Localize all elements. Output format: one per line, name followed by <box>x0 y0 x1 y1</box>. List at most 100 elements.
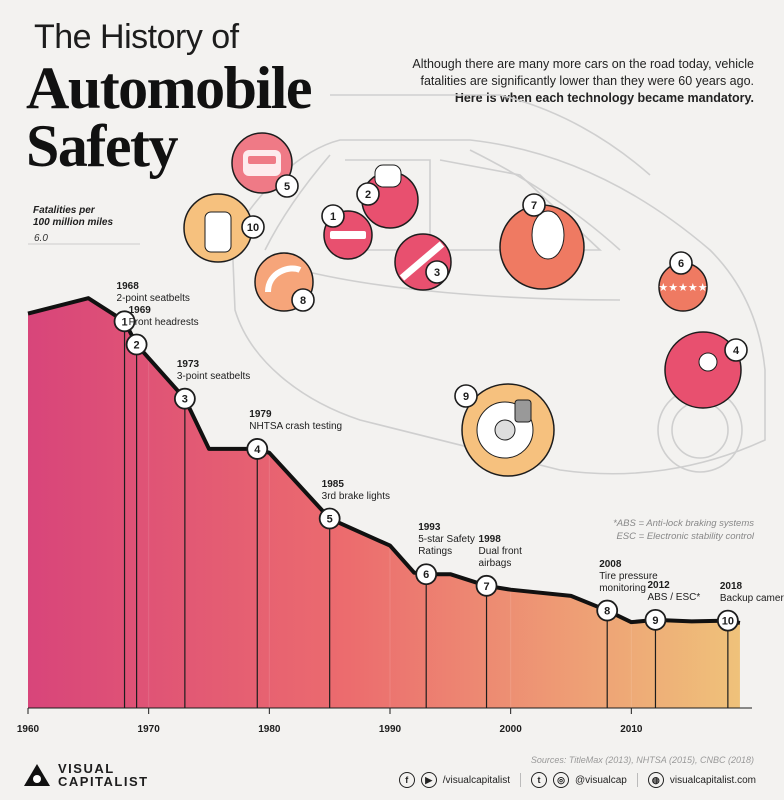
y-axis-title: Fatalities per 100 million miles <box>33 205 113 229</box>
illustration-number-badge <box>241 215 265 239</box>
events-layer: 12 3 4 5 6 7 8 9 10 <box>113 310 739 708</box>
brand-name-line1: VISUAL <box>58 761 115 776</box>
event-label: 2012 ABS / ESC* <box>647 580 700 604</box>
x-tick-label: 1960 <box>17 724 40 735</box>
event-year: 1969 <box>128 304 151 316</box>
event-description: Dual front airbags <box>478 545 522 569</box>
event-badge <box>596 599 619 622</box>
illustration-brake-light <box>231 132 293 194</box>
illustration-number-badge <box>522 193 546 217</box>
facebook-icon[interactable]: f <box>398 772 415 788</box>
social-handle-visualcap[interactable]: @visualcap <box>575 774 627 786</box>
event-year: 1993 <box>418 522 441 534</box>
youtube-icon[interactable]: ▶ <box>420 772 437 788</box>
title-prefix: The History of <box>34 18 239 56</box>
illustration-airbag <box>499 204 585 290</box>
instagram-icon[interactable]: ◎ <box>553 772 569 788</box>
event-description: 3-point seatbelts <box>176 370 251 382</box>
illustration-number-badge <box>724 338 748 362</box>
sources-text: Sources: TitleMax (2013), NHTSA (2015), … <box>530 755 754 765</box>
event-badge <box>644 608 667 631</box>
event-year: 1979 <box>249 408 272 420</box>
fatality-area <box>28 298 740 708</box>
event-description: Tire pressure monitoring <box>599 570 658 594</box>
event-year: 2012 <box>647 579 670 591</box>
event-description: Backup cameras <box>719 592 784 604</box>
intro-text: Although there are many more cars on the… <box>394 56 754 107</box>
event-year: 1985 <box>321 478 344 490</box>
event-badge-number: 2 <box>134 340 140 352</box>
event-year: 1973 <box>176 358 200 370</box>
illustration-number-badge <box>669 251 693 275</box>
backup-camera-icon <box>204 211 232 253</box>
illustration-number-badge <box>425 260 449 284</box>
event-badge <box>415 563 438 586</box>
globe-icon[interactable]: ◍ <box>647 772 664 788</box>
social-handle-visualcapitalist[interactable]: /visualcapitalist <box>442 774 510 786</box>
illustration-number: 9 <box>463 391 469 403</box>
event-badge-number: 3 <box>182 394 188 406</box>
event-badge-number: 5 <box>327 514 333 526</box>
event-label: 1985 3rd brake lights <box>322 479 390 503</box>
event-badge <box>173 387 196 410</box>
event-badge-number: 8 <box>604 606 610 618</box>
intro-bold: Here is when each technology became mand… <box>454 91 754 105</box>
illustration-number-badge <box>275 174 299 198</box>
website-link[interactable]: visualcapitalist.com <box>669 774 756 786</box>
event-badge <box>318 507 341 530</box>
star-rating-icon: ★★★★★ <box>658 281 707 294</box>
event-badge-number: 4 <box>254 444 261 456</box>
event-label: 1993 5-star Safety Ratings <box>418 522 488 558</box>
event-description: NHTSA crash testing <box>249 420 343 432</box>
event-label: 1998 Dual front airbags <box>479 534 549 570</box>
illustration-number: 6 <box>678 258 684 270</box>
illustration-badges: 5 2 1 10 3 7 8 6 4 9 <box>241 174 748 408</box>
abbreviation-footnote: *ABS = Anti-lock braking systems ESC = E… <box>613 517 754 543</box>
area-layer <box>27 296 741 708</box>
illustration-number: 10 <box>247 222 259 234</box>
illustration-number: 8 <box>300 295 306 307</box>
illustration-number: 2 <box>365 189 371 201</box>
shoulder-belt-icon <box>399 241 445 281</box>
x-axis: 1960 1970 1980 1990 2000 2010 <box>17 707 752 735</box>
headrest-icon <box>374 164 402 188</box>
title-main-line1: Automobile <box>26 55 313 121</box>
event-badge <box>113 310 136 333</box>
event-label: 1968 2-point seatbelts <box>117 281 190 305</box>
visual-capitalist-logo-icon <box>24 764 50 786</box>
event-badge-number: 7 <box>483 581 489 593</box>
event-year: 2018 <box>719 580 743 592</box>
event-label: 1973 3-point seatbelts <box>177 359 250 383</box>
brand-logo: VISUAL CAPITALIST <box>22 762 149 788</box>
event-badge-number: 6 <box>423 569 429 581</box>
illustration-number-badge <box>454 384 478 408</box>
title-main-line2: Safety <box>26 113 178 179</box>
event-description: 5-star Safety Ratings <box>418 534 475 558</box>
divider <box>520 773 521 787</box>
event-badge-number: 9 <box>652 615 658 627</box>
event-badge <box>475 574 498 597</box>
twitter-icon[interactable]: t <box>531 772 547 788</box>
event-description: Front headrests <box>128 316 199 328</box>
y-axis-title-line2: 100 million miles <box>33 217 114 228</box>
illustration-number-badge <box>321 204 345 228</box>
event-description: 2-point seatbelts <box>116 293 190 305</box>
y-axis-title-line1: Fatalities per <box>33 205 95 216</box>
illustration-number-badge <box>356 182 380 206</box>
event-year: 1968 <box>116 281 139 293</box>
airbag-icon <box>531 210 565 260</box>
x-tick-label: 2000 <box>500 724 523 735</box>
illustration-number-badge <box>291 288 315 312</box>
illustration-star-rating: ★★★★★ <box>658 262 708 312</box>
illustration-brake-disc <box>461 383 555 477</box>
event-year: 2008 <box>599 558 622 570</box>
illustration-number: 1 <box>330 211 336 223</box>
crash-dummy-icon <box>698 352 718 372</box>
car-outline-illustration <box>231 94 766 475</box>
event-badge <box>125 333 148 356</box>
illustration-number: 3 <box>434 267 440 279</box>
footnote-esc: ESC = Electronic stability control <box>616 531 754 542</box>
tire-gauge-icon <box>265 265 302 293</box>
